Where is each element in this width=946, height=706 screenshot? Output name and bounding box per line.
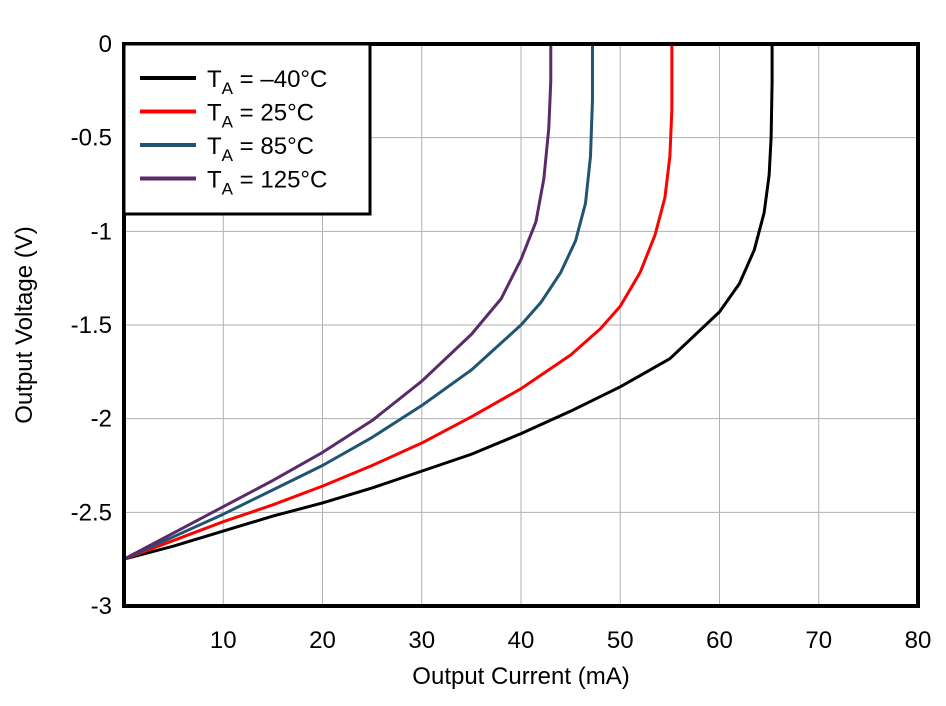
- legend-label-main: T: [207, 167, 222, 194]
- y-tick-label: -1: [91, 218, 112, 245]
- x-tick-label: 60: [706, 627, 733, 654]
- legend-label-subscript: A: [222, 113, 234, 132]
- legend-label-rest: = 25°C: [233, 100, 314, 127]
- x-tick-label: 20: [309, 627, 336, 654]
- y-axis-title: Output Voltage (V): [11, 226, 38, 423]
- legend-label-rest: = 125°C: [233, 167, 327, 194]
- legend: TA = –40°CTA = 25°CTA = 85°CTA = 125°C: [124, 44, 370, 214]
- legend-label-rest: = 85°C: [233, 133, 314, 160]
- x-axis-title: Output Current (mA): [412, 663, 629, 690]
- x-tick-label: 80: [905, 627, 932, 654]
- legend-label-main: T: [207, 66, 222, 93]
- y-tick-label: -2: [91, 406, 112, 433]
- chart: 0 -0.5 -1 -1.5 -2 -2.5 -3 10 20 30 40 50 60 70 80 Out…: [0, 0, 946, 701]
- legend-label-subscript: A: [222, 180, 234, 199]
- x-tick-label: 10: [210, 627, 237, 654]
- legend-label-main: T: [207, 100, 222, 127]
- legend-label-main: T: [207, 133, 222, 160]
- x-tick-label: 40: [508, 627, 535, 654]
- y-tick-label: -1.5: [71, 312, 112, 339]
- y-tick-label: -3: [91, 593, 112, 620]
- y-tick-label: 0: [99, 31, 112, 58]
- legend-label-subscript: A: [222, 146, 234, 165]
- x-tick-label: 50: [607, 627, 634, 654]
- y-tick-label: -2.5: [71, 499, 112, 526]
- legend-label-subscript: A: [222, 79, 234, 98]
- x-tick-label: 70: [805, 627, 832, 654]
- x-tick-label: 30: [408, 627, 435, 654]
- legend-label-rest: = –40°C: [233, 66, 327, 93]
- y-tick-label: -0.5: [71, 125, 112, 152]
